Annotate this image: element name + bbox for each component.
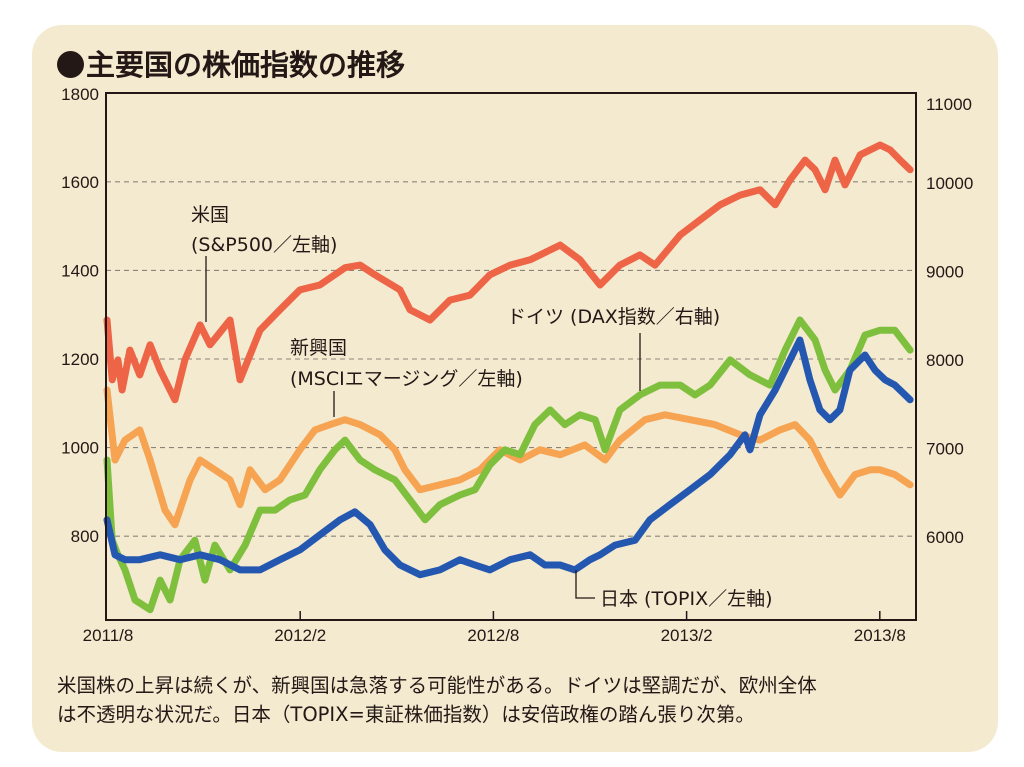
annotation-sp500: 米国 (S&P500／左軸) (191, 204, 337, 322)
y-left-tick-label: 1400 (61, 261, 99, 280)
x-tick-label: 2012/2 (274, 626, 326, 645)
x-axis-ticks: 2011/8 2012/2 2012/8 2013/2 2013/8 (83, 611, 906, 645)
series-lines (103, 141, 914, 614)
caption-line-2: は不透明な状況だ。日本（TOPIX=東証株価指数）は安倍政権の踏ん張り次第。 (57, 703, 755, 726)
y-right-tick-label: 8000 (926, 351, 964, 370)
y-right-tick-label: 10000 (926, 174, 973, 193)
x-tick-label: 2013/2 (661, 626, 713, 645)
y-axis-right: 11000 10000 9000 8000 7000 6000 (926, 95, 973, 547)
plot-frame (105, 92, 917, 621)
label-topix: 日本 (TOPIX／左軸) (600, 588, 773, 610)
label-sp500-line1: 米国 (191, 204, 229, 226)
y-left-tick-label: 1600 (61, 173, 99, 192)
annotation-msci: 新興国 (MSCIエマージング／左軸) (290, 337, 523, 417)
label-msci-line1: 新興国 (290, 337, 347, 359)
series-line-sp500 (103, 141, 914, 404)
y-left-tick-label: 800 (71, 527, 99, 546)
leader-line-topix (575, 570, 595, 599)
y-right-tick-label: 7000 (926, 440, 964, 459)
chart-title: 主要国の株価指数の推移 (57, 42, 405, 84)
y-right-tick-label: 6000 (926, 528, 964, 547)
x-tick-label: 2013/8 (854, 626, 906, 645)
y-left-tick-label: 1200 (61, 350, 99, 369)
series-line-topix (103, 336, 914, 579)
y-left-tick-label: 1800 (61, 85, 99, 104)
series-line-msci-em (103, 386, 914, 529)
x-tick-label: 2011/8 (83, 626, 134, 645)
label-dax: ドイツ (DAX指数／右軸) (507, 306, 720, 328)
bullet-icon (57, 51, 84, 78)
y-left-tick-label: 1000 (61, 439, 99, 458)
x-tick-label: 2012/8 (467, 626, 519, 645)
chart-title-text: 主要国の株価指数の推移 (86, 48, 406, 82)
caption: 米国株の上昇は続くが、新興国は急落する可能性がある。ドイツは堅調だが、欧州全体 … (57, 671, 977, 729)
y-right-tick-label: 11000 (926, 95, 972, 114)
y-axis-left: 1800 1600 1400 1200 1000 800 (61, 85, 99, 546)
label-sp500-line2: (S&P500／左軸) (191, 234, 337, 256)
label-msci-line2: (MSCIエマージング／左軸) (290, 368, 523, 390)
caption-line-1: 米国株の上昇は続くが、新興国は急落する可能性がある。ドイツは堅調だが、欧州全体 (57, 674, 817, 697)
annotation-dax: ドイツ (DAX指数／右軸) (507, 306, 720, 391)
y-right-tick-label: 9000 (926, 262, 964, 281)
annotation-topix: 日本 (TOPIX／左軸) (575, 570, 773, 610)
